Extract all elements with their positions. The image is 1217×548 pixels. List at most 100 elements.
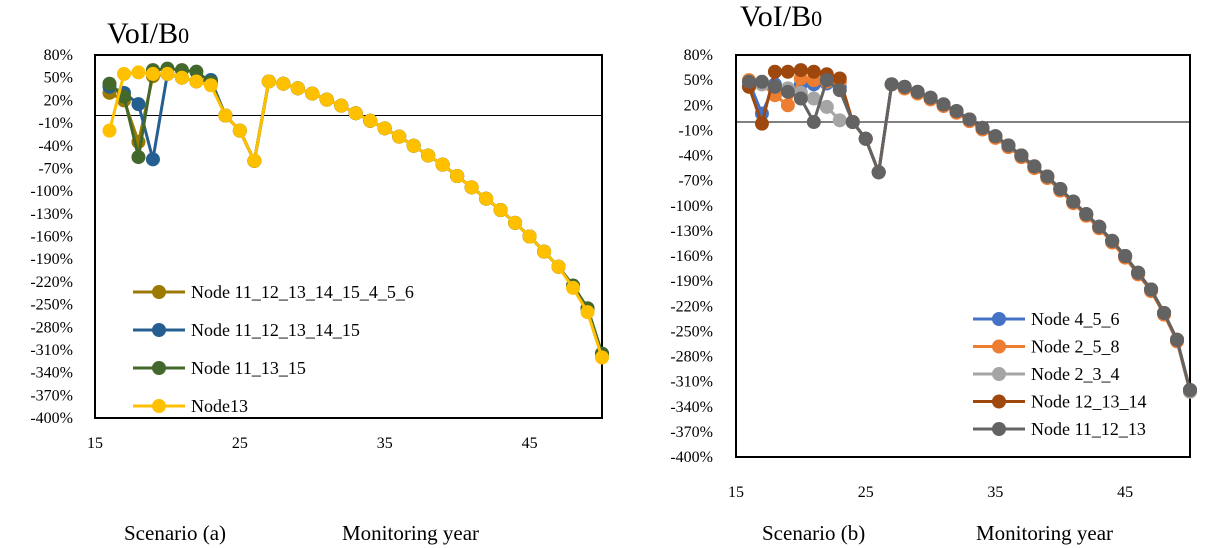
y-tick-label: -400% bbox=[670, 449, 713, 466]
legend-label: Node 11_13_15 bbox=[191, 358, 306, 378]
data-point bbox=[102, 76, 117, 91]
data-point bbox=[1079, 207, 1094, 222]
data-point bbox=[1040, 169, 1055, 184]
chart-title-main: VoI/B bbox=[107, 17, 178, 50]
data-point bbox=[806, 115, 821, 129]
data-point bbox=[421, 148, 436, 163]
data-point bbox=[116, 66, 131, 81]
y-tick-label: -370% bbox=[670, 424, 713, 441]
data-point bbox=[949, 104, 964, 119]
data-point bbox=[1170, 332, 1185, 347]
y-tick-label: 50% bbox=[684, 72, 713, 89]
y-tick-label: -400% bbox=[30, 410, 73, 427]
y-tick-label: -250% bbox=[30, 297, 73, 314]
data-point bbox=[479, 191, 494, 206]
data-point bbox=[819, 99, 834, 114]
scenario-label: Scenario (b) bbox=[762, 521, 865, 545]
data-point bbox=[780, 84, 795, 99]
y-tick-label: 80% bbox=[684, 47, 713, 64]
data-point bbox=[305, 86, 320, 101]
y-tick-label: -370% bbox=[30, 387, 73, 404]
data-point bbox=[1105, 233, 1120, 248]
data-point bbox=[232, 123, 247, 138]
y-tick-label: -250% bbox=[670, 323, 713, 340]
data-point bbox=[1027, 159, 1042, 174]
data-point bbox=[334, 98, 349, 113]
chart-title: VoI/B0 bbox=[107, 17, 189, 50]
data-point bbox=[189, 64, 204, 79]
y-tick-label: -340% bbox=[30, 365, 73, 382]
x-tick-label: 15 bbox=[728, 484, 744, 501]
data-point bbox=[780, 98, 795, 113]
data-point bbox=[319, 92, 334, 107]
data-point bbox=[551, 259, 566, 274]
data-point bbox=[1157, 305, 1172, 320]
x-tick-label: 45 bbox=[1117, 484, 1133, 501]
data-point bbox=[884, 77, 899, 92]
legend-marker bbox=[992, 312, 1006, 326]
data-point bbox=[897, 79, 912, 94]
y-tick-label: -130% bbox=[670, 223, 713, 240]
data-point bbox=[160, 66, 175, 81]
y-tick-label: -130% bbox=[30, 206, 73, 223]
data-point bbox=[754, 116, 769, 131]
data-point bbox=[1144, 282, 1159, 297]
data-point bbox=[1014, 148, 1029, 163]
data-point bbox=[1183, 383, 1197, 397]
data-point bbox=[537, 244, 552, 259]
data-point bbox=[102, 123, 117, 138]
y-tick-label: -160% bbox=[670, 248, 713, 265]
data-point bbox=[261, 74, 276, 89]
data-point bbox=[522, 229, 537, 244]
legend-label: Node 11_12_13_14_15 bbox=[191, 320, 360, 340]
chart-panel-b: VoI/B0 80% 50% 20% -10% -40% -70% -100% -130% -16… bbox=[670, 0, 1197, 545]
legend-marker bbox=[992, 422, 1006, 436]
x-axis-label: Monitoring year bbox=[342, 521, 479, 545]
y-tick-label: 20% bbox=[44, 92, 73, 109]
data-point bbox=[131, 97, 146, 112]
data-point bbox=[174, 70, 189, 85]
y-tick-label: 50% bbox=[44, 70, 73, 87]
data-point bbox=[871, 165, 886, 180]
chart-title-main: VoI/B bbox=[740, 0, 811, 33]
legend-marker bbox=[152, 285, 166, 299]
x-tick-label: 25 bbox=[232, 435, 248, 452]
data-point bbox=[793, 91, 808, 106]
data-point bbox=[566, 280, 581, 295]
y-tick-label: -10% bbox=[38, 115, 73, 132]
data-point bbox=[1066, 194, 1081, 209]
data-point bbox=[767, 64, 782, 79]
y-tick-label: -190% bbox=[30, 251, 73, 268]
data-point bbox=[936, 97, 951, 112]
data-point bbox=[450, 169, 465, 183]
x-tick-label: 25 bbox=[858, 484, 874, 501]
y-tick-label: -40% bbox=[38, 138, 73, 155]
data-point bbox=[1001, 138, 1016, 153]
scenario-label: Scenario (a) bbox=[124, 521, 226, 545]
y-tick-label: 80% bbox=[44, 47, 73, 64]
chart-title-subscript: 0 bbox=[811, 6, 822, 31]
data-point bbox=[363, 113, 378, 128]
legend-marker bbox=[152, 399, 166, 413]
data-point bbox=[1118, 249, 1133, 263]
data-point bbox=[767, 79, 782, 94]
y-tick-label: -310% bbox=[670, 374, 713, 391]
legend: Node 4_5_6 Node 2_5_8 Node 2_3_4 Node 12_13… bbox=[973, 309, 1147, 439]
y-tick-label: -340% bbox=[670, 399, 713, 416]
data-point bbox=[290, 81, 305, 96]
legend-label: Node13 bbox=[191, 396, 248, 416]
legend-label: Node 4_5_6 bbox=[1031, 309, 1120, 329]
x-axis-label: Monitoring year bbox=[976, 521, 1113, 545]
y-tick-label: -10% bbox=[678, 122, 713, 139]
data-point bbox=[1092, 219, 1107, 234]
y-tick-label: 20% bbox=[684, 97, 713, 114]
data-point bbox=[131, 150, 146, 165]
data-point bbox=[203, 78, 218, 93]
x-tick-label: 45 bbox=[522, 435, 538, 452]
chart-title: VoI/B0 bbox=[740, 0, 822, 33]
legend-marker bbox=[152, 361, 166, 375]
data-point bbox=[508, 215, 523, 230]
data-point bbox=[806, 91, 821, 106]
legend-label: Node 12_13_14 bbox=[1031, 392, 1147, 412]
data-point bbox=[819, 73, 834, 88]
